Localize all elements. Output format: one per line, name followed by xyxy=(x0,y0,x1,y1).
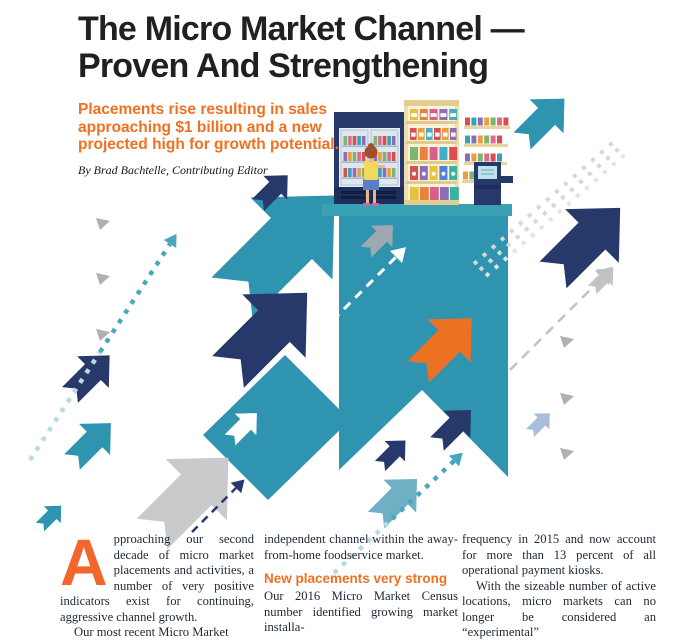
arrow-group xyxy=(28,98,632,575)
platform-floor xyxy=(322,204,512,216)
payment-kiosk xyxy=(474,162,513,205)
section-subhead: New placements very strong xyxy=(264,571,448,586)
byline: By Brad Bachtelle, Contributing Editor xyxy=(78,163,268,177)
column1-paragraph1: pproaching our second decade of micro ma… xyxy=(60,532,254,624)
text-column-2: independent channel within the away-from… xyxy=(264,532,458,636)
column3-paragraph2: With the sizeable number of active locat… xyxy=(462,578,656,640)
column2-paragraph1: independent channel within the away-from… xyxy=(264,532,458,562)
micro-market-illustration xyxy=(322,100,513,216)
headline-line1: The Micro Market Channel — xyxy=(78,10,525,48)
standfirst: Placements rise resulting in sales appro… xyxy=(78,101,339,153)
shopper xyxy=(363,143,385,206)
column1-paragraph2: Our most recent Micro Market xyxy=(74,625,229,639)
column2-paragraph2: Our 2016 Micro Market Census number iden… xyxy=(264,589,458,634)
headline-line2: Proven And Strengthening xyxy=(78,47,489,85)
page-title: The Micro Market Channel — Proven And St… xyxy=(78,10,525,85)
drop-cap: A xyxy=(60,525,108,599)
shelf-unit xyxy=(404,100,459,205)
text-column-3: frequency in 2015 and now account for mo… xyxy=(462,532,656,641)
arrow-collage-graphic xyxy=(28,98,632,575)
column3-paragraph1: frequency in 2015 and now account for mo… xyxy=(462,532,656,577)
magazine-page: { "page": { "headline": { "line1": "The … xyxy=(28,10,656,639)
